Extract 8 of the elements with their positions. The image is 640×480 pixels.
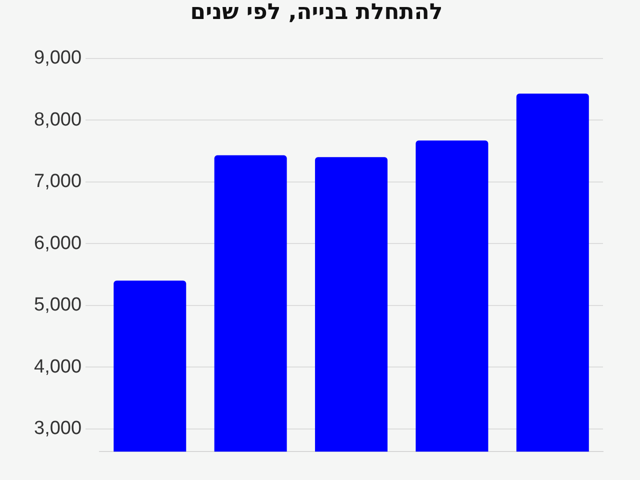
chart-title: להתחלת בנייה, לפי שנים	[190, 0, 443, 25]
y-tick-label: 6,000	[34, 232, 82, 254]
y-tick-label: 4,000	[34, 356, 82, 378]
y-tick-label: 8,000	[34, 109, 82, 130]
y-tick-label: 3,000	[34, 418, 82, 439]
y-tick-label: 7,000	[34, 171, 82, 192]
y-tick-label: 9,000	[34, 48, 82, 69]
y-tick-label: 5,000	[34, 294, 82, 316]
